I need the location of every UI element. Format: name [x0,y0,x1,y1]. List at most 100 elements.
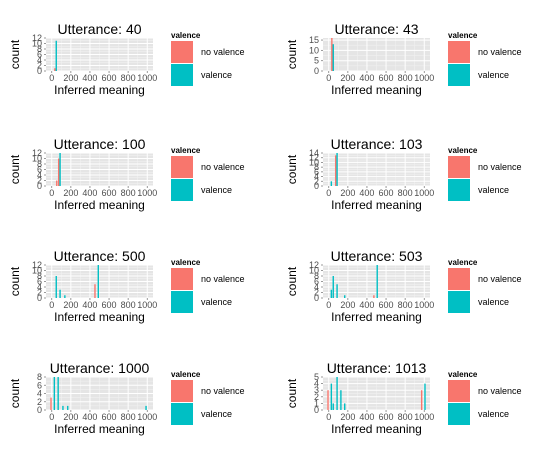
y-axis-title: count [8,378,22,408]
x-tick-label: 0 [326,188,331,198]
chart-title: Utterance: 103 [331,136,423,152]
x-tick-label: 200 [63,188,78,198]
x-tick-label: 0 [326,73,331,83]
y-tick-label: 4 [37,389,42,399]
histogram-bar [62,405,64,410]
histogram-bar [332,44,334,71]
x-tick-label: 1000 [137,73,157,83]
legend-label: no valence [478,47,522,57]
y-tick-label: 3 [314,385,319,395]
x-tick-label: 600 [379,412,394,422]
x-tick-label: 400 [82,412,97,422]
histogram-bar [330,289,333,298]
y-tick-label: 10 [32,39,42,49]
histogram-bar [67,405,69,410]
legend-label: no valence [201,386,245,396]
x-axis-title: Inferred meaning [331,422,422,436]
histogram-bar [94,284,96,298]
x-tick-label: 0 [49,300,54,310]
legend-title: valence [171,31,201,40]
legend-title: valence [448,31,478,40]
histogram-bar [55,276,57,298]
x-axis-title: Inferred meaning [54,422,145,436]
histogram-bar [332,403,334,410]
y-tick-label: 4 [37,55,42,65]
histogram-bar [57,158,60,186]
chart-title: Utterance: 1000 [50,360,150,376]
legend-title: valence [448,258,478,267]
histogram-bar [376,265,378,298]
legend-key [448,179,470,201]
x-tick-label: 0 [326,412,331,422]
y-tick-label: 8 [37,372,42,382]
histogram-bar [59,153,61,186]
histogram-bar [420,390,423,410]
y-tick-label: 8 [314,162,319,172]
histogram-bar [53,377,56,410]
y-tick-label: 4 [37,282,42,292]
legend-key [171,268,193,290]
x-tick-label: 400 [359,412,374,422]
y-tick-label: 6 [37,50,42,60]
legend-label: no valence [478,386,522,396]
x-tick-label: 0 [49,73,54,83]
histogram-bar [344,403,346,410]
x-tick-label: 400 [359,188,374,198]
x-tick-label: 800 [398,300,413,310]
histogram-bar [336,377,338,410]
legend-title: valence [171,146,201,155]
y-tick-label: 12 [32,260,42,270]
y-tick-label: 8 [37,44,42,54]
y-tick-label: 0 [37,66,42,76]
legend-key [171,156,193,178]
legend-label: valence [478,409,509,419]
x-tick-label: 400 [82,73,97,83]
legend-label: no valence [201,47,245,57]
x-tick-label: 600 [102,412,117,422]
y-tick-label: 0 [37,181,42,191]
y-tick-label: 0 [37,293,42,303]
x-tick-label: 800 [398,73,413,83]
legend-label: no valence [478,162,522,172]
x-tick-label: 600 [102,73,117,83]
histogram-bar [59,289,61,298]
x-tick-label: 200 [340,188,355,198]
y-tick-label: 15 [309,35,319,45]
legend-key [171,41,193,63]
x-tick-label: 200 [63,300,78,310]
y-tick-label: 0 [314,405,319,415]
y-tick-label: 8 [37,271,42,281]
x-tick-label: 1000 [137,300,157,310]
legend-label: valence [201,297,232,307]
x-tick-label: 800 [121,188,136,198]
legend-key [448,156,470,178]
x-tick-label: 1000 [137,412,157,422]
x-axis-title: Inferred meaning [54,83,145,97]
chart-title: Utterance: 1013 [327,360,427,376]
legend-key [448,41,470,63]
legend-label: valence [478,185,509,195]
x-tick-label: 200 [340,73,355,83]
x-tick-label: 200 [340,412,355,422]
y-tick-label: 0 [314,181,319,191]
y-axis-title: count [285,266,299,296]
x-axis-title: Inferred meaning [54,310,145,324]
x-tick-label: 800 [398,188,413,198]
y-tick-label: 12 [309,153,319,163]
y-tick-label: 12 [32,33,42,43]
histogram-bar [50,397,52,410]
x-axis-title: Inferred meaning [54,198,145,212]
x-tick-label: 400 [82,188,97,198]
histogram-bar [336,153,338,186]
histogram-bar [332,276,334,298]
y-tick-label: 6 [314,167,319,177]
legend-key [171,380,193,402]
histogram-bar [336,284,338,298]
y-axis-title: count [285,39,299,69]
